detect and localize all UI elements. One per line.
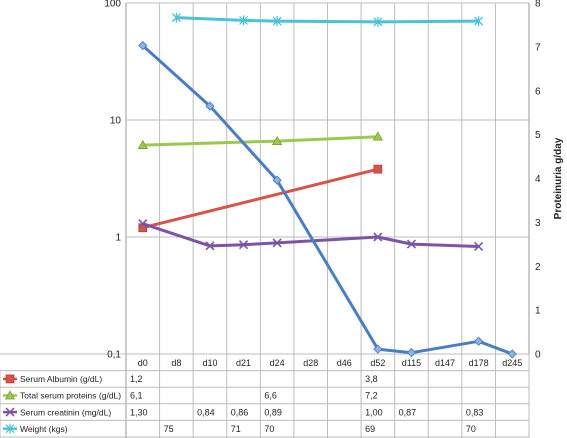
data-point [272, 238, 282, 248]
category-label: d0 [138, 358, 148, 368]
table-cell: 1,30 [130, 407, 148, 417]
data-point [373, 16, 383, 27]
table-cell: 70 [466, 424, 476, 434]
category-label: d46 [337, 358, 352, 368]
data-point [507, 349, 517, 359]
y-right-tick-label: 2 [535, 262, 541, 273]
data-point [171, 12, 181, 23]
category-label: d10 [202, 358, 217, 368]
data-point [272, 175, 282, 185]
y-right-axis-title: Proteinuria g/day [553, 137, 564, 219]
legend-entry: Weight (kgs) [20, 424, 68, 434]
data-point [474, 16, 484, 27]
y-right-tick-label: 4 [535, 174, 541, 185]
data-point [138, 219, 148, 229]
table-cell: 1,00 [365, 407, 383, 417]
legend-marker [5, 407, 15, 417]
y-left-tick-label: 100 [104, 0, 121, 10]
y-right-tick-label: 3 [535, 218, 541, 229]
data-point [138, 40, 148, 51]
category-label: d28 [303, 358, 318, 368]
data-point [205, 101, 215, 111]
data-point [373, 164, 383, 174]
data-point [239, 15, 249, 26]
table-cell: 71 [231, 424, 241, 434]
data-point [238, 240, 249, 250]
legend-marker [5, 374, 15, 384]
data-point [272, 135, 283, 145]
legend-entry: Total serum proteins (g/dL) [20, 391, 121, 401]
legend-marker [5, 423, 15, 434]
table-cell: 0,86 [231, 407, 249, 417]
table-cell: 7,2 [365, 391, 378, 401]
table-cell: 6,1 [130, 391, 143, 401]
data-point [474, 241, 484, 252]
y-right-tick-label: 5 [535, 130, 541, 141]
legend-entry: Serum creatinin (mg/dL) [20, 407, 111, 417]
category-label: d52 [370, 358, 385, 368]
data-point [373, 232, 383, 242]
category-label: d147 [435, 358, 455, 368]
y-right-tick-label: 1 [535, 306, 541, 317]
y-left-tick-label: 1 [115, 233, 121, 244]
series-line [142, 167, 379, 230]
category-label: d245 [502, 358, 522, 368]
data-point [373, 344, 383, 354]
y-left-tick-label: 0,1 [107, 350, 121, 361]
table-cell: 6,6 [264, 391, 277, 401]
category-label: d115 [402, 358, 421, 368]
table-cell: 70 [264, 424, 274, 434]
table-cell: 69 [365, 424, 375, 434]
category-label: d178 [469, 358, 489, 368]
legend-entry: Serum Albumin (g/dL) [20, 374, 102, 384]
data-point [372, 131, 383, 141]
category-label: d24 [270, 358, 285, 368]
table-cell: 0,84 [197, 407, 215, 417]
data-point [137, 139, 148, 149]
table-cell: 0,89 [264, 407, 282, 417]
data-point [406, 348, 417, 358]
category-label: d21 [236, 358, 251, 368]
legend-marker [4, 390, 16, 400]
table-cell: 0,83 [466, 407, 484, 417]
data-point [473, 336, 484, 346]
table-cell: 0,87 [399, 407, 417, 417]
y-left-tick-label: 10 [110, 116, 122, 127]
table-cell: 75 [164, 424, 174, 434]
category-label: d8 [171, 358, 181, 368]
data-point [272, 16, 282, 27]
table-cell: 3,8 [365, 374, 378, 384]
y-right-tick-label: 8 [535, 0, 541, 10]
y-right-tick-label: 7 [535, 42, 541, 53]
table-cell: 1,2 [130, 374, 143, 384]
data-point [205, 241, 215, 251]
y-right-tick-label: 0 [535, 350, 541, 361]
y-right-tick-label: 6 [535, 86, 541, 97]
data-point [406, 239, 417, 249]
